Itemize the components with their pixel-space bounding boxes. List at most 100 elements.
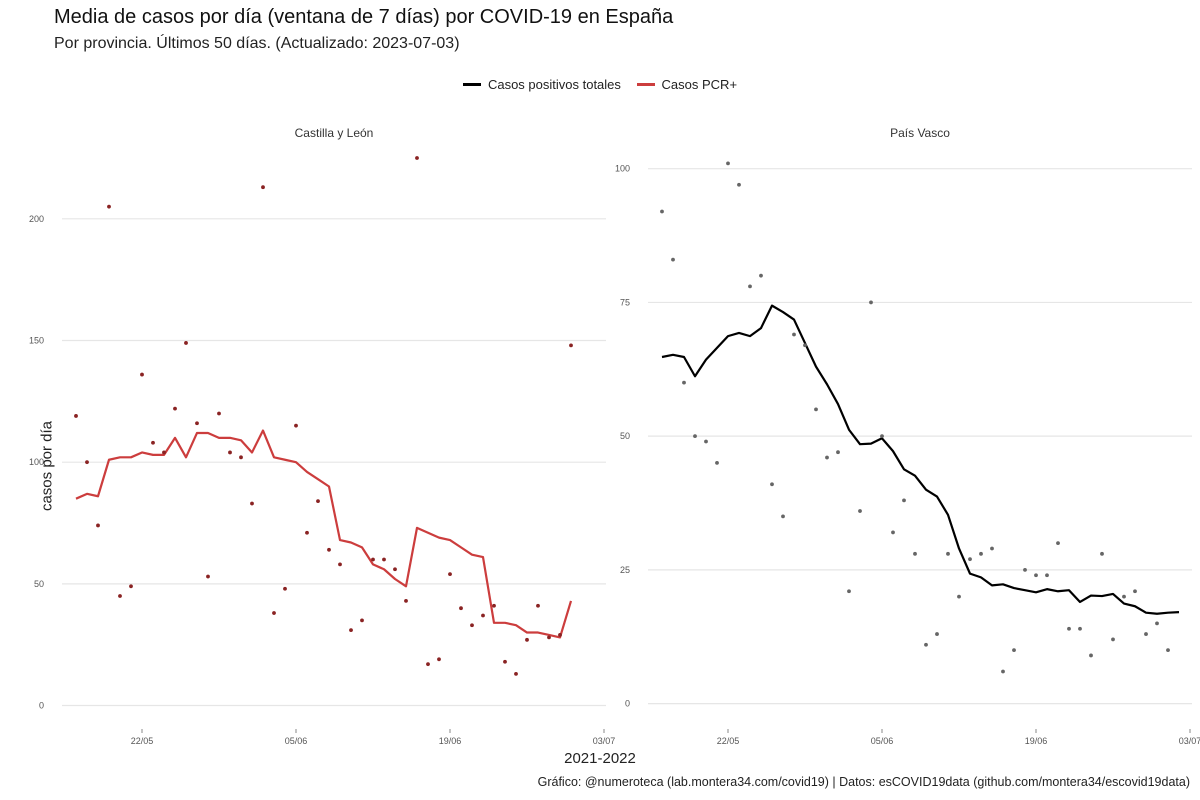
data-point: [162, 450, 166, 455]
data-point: [173, 406, 177, 411]
data-point: [671, 257, 675, 262]
data-point: [503, 659, 507, 664]
y-tick-label: 200: [29, 214, 44, 224]
data-point: [880, 434, 884, 439]
data-point: [836, 450, 840, 455]
data-point: [569, 343, 573, 348]
data-point: [660, 209, 664, 214]
data-point: [825, 455, 829, 460]
x-tick-label: 22/05: [131, 736, 154, 746]
y-tick-label: 25: [620, 565, 630, 575]
y-tick-label: 50: [620, 431, 630, 441]
legend-item-pcr: Casos PCR+: [636, 77, 738, 92]
data-point: [151, 440, 155, 445]
data-point: [184, 341, 188, 345]
chart-caption: Gráfico: @numeroteca (lab.montera34.com/…: [537, 775, 1190, 789]
data-point: [1078, 626, 1082, 631]
x-axis-label: 2021-2022: [564, 750, 636, 767]
data-point: [957, 594, 961, 599]
data-point: [338, 562, 342, 567]
y-tick-label: 75: [620, 297, 630, 307]
series-line-total: [661, 304, 1180, 615]
y-tick-label: 0: [625, 699, 630, 709]
data-point: [261, 185, 265, 190]
data-point: [129, 584, 133, 589]
data-point: [514, 671, 518, 676]
data-point: [1155, 621, 1159, 626]
data-point: [327, 547, 331, 552]
data-point: [1012, 648, 1016, 653]
data-point: [1111, 637, 1115, 642]
data-point: [404, 598, 408, 603]
data-point: [1023, 567, 1027, 572]
data-point: [1133, 589, 1137, 594]
y-tick-label: 0: [39, 701, 44, 711]
facet-title: País Vasco: [890, 126, 950, 140]
data-point: [1100, 551, 1104, 556]
data-point: [847, 589, 851, 594]
data-point: [360, 618, 364, 623]
y-tick-label: 100: [615, 164, 630, 174]
data-point: [415, 156, 419, 160]
y-axis-label: casos por día: [38, 420, 56, 512]
data-point: [693, 434, 697, 439]
data-point: [1045, 573, 1049, 578]
data-point: [869, 300, 873, 305]
data-point: [1067, 626, 1071, 631]
data-point: [924, 642, 928, 647]
data-point: [803, 343, 807, 348]
y-tick-label: 150: [29, 336, 44, 346]
data-point: [946, 551, 950, 556]
data-point: [715, 460, 719, 465]
legend-swatch-total: [462, 83, 481, 86]
data-point: [682, 380, 686, 385]
data-point: [935, 632, 939, 636]
data-point: [140, 372, 144, 377]
legend-swatch-pcr: [636, 83, 655, 86]
data-point: [228, 450, 232, 455]
data-point: [1122, 594, 1126, 599]
data-point: [294, 423, 298, 428]
x-tick-label: 05/06: [285, 736, 308, 746]
data-point: [525, 637, 529, 642]
data-point: [814, 407, 818, 412]
data-point: [393, 567, 397, 572]
data-point: [459, 606, 463, 611]
data-point: [426, 662, 430, 667]
legend-item-total: Casos positivos totales: [462, 77, 621, 92]
data-point: [547, 635, 551, 640]
data-point: [481, 613, 485, 618]
data-point: [96, 523, 100, 528]
data-point: [902, 498, 906, 503]
data-point: [437, 657, 441, 662]
data-point: [726, 161, 730, 166]
data-point: [239, 455, 243, 460]
data-point: [558, 633, 562, 637]
chart-subtitle: Por provincia. Últimos 50 días. (Actuali…: [54, 35, 460, 52]
data-point: [770, 482, 774, 487]
data-point: [1089, 653, 1093, 658]
data-point: [206, 574, 210, 579]
data-point: [305, 530, 309, 535]
data-point: [990, 546, 994, 551]
data-point: [891, 530, 895, 535]
data-point: [1144, 632, 1148, 636]
data-point: [85, 460, 89, 465]
data-point: [1034, 573, 1038, 578]
data-point: [470, 623, 474, 628]
data-point: [536, 603, 540, 608]
data-point: [1166, 648, 1170, 653]
x-tick-label: 03/07: [1179, 736, 1200, 746]
x-tick-label: 03/07: [593, 736, 616, 746]
data-point: [913, 551, 917, 556]
data-point: [74, 414, 78, 418]
data-point: [858, 509, 862, 513]
data-point: [195, 421, 199, 426]
y-tick-label: 100: [29, 457, 44, 467]
data-point: [781, 514, 785, 519]
data-point: [1056, 541, 1060, 546]
data-point: [979, 551, 983, 556]
data-point: [1001, 669, 1005, 674]
legend-label-pcr: Casos PCR+: [661, 77, 738, 92]
